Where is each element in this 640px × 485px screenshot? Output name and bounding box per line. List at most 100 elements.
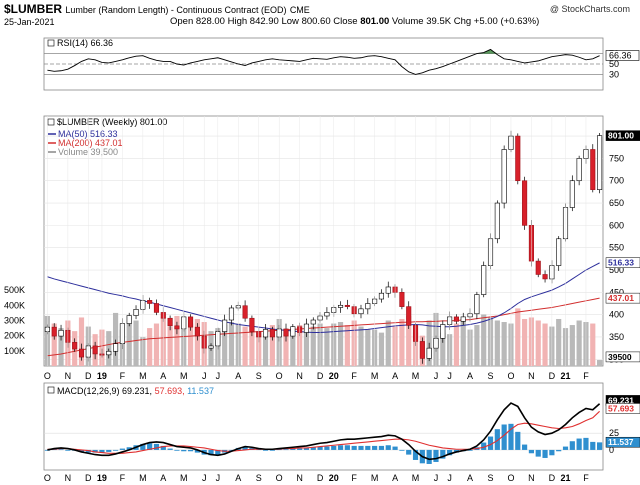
price-candle [556,238,562,266]
price-candle [126,315,132,324]
price-candle [576,158,582,182]
macd-histogram-bar [440,449,446,459]
macd-histogram-bar [372,445,378,450]
volume-bar [228,322,235,366]
change-label: Chg [453,16,472,27]
price-candle [222,319,228,332]
volume-bar [262,329,269,366]
price-candle [188,316,194,328]
macd-histogram-bar [487,436,494,450]
macd-histogram-bar [78,449,85,452]
time-tick-label: F [583,371,589,381]
price-legend-swatch [47,118,55,126]
time-tick-label: N [528,371,535,381]
macd-time-tick-label: 21 [560,473,570,483]
close-value: 801.00 [360,16,390,27]
price-candle [597,135,603,190]
volume-bar [440,332,446,366]
volume-bar [344,325,350,366]
macd-time-tick-label: J [447,473,452,483]
macd-histogram-bar [303,447,310,450]
volume-bar [556,318,562,366]
macd-histogram-bar [297,448,303,450]
macd-histogram-bar [228,449,235,451]
time-tick-label: S [256,371,262,381]
macd-histogram-bar [494,429,500,450]
macd-value-label: 69.231 [608,395,634,405]
macd-line [47,402,601,461]
macd-histogram-bar [433,449,439,462]
macd-histogram-bar [597,442,603,450]
volume-bar [303,332,310,366]
volume-bar [406,315,412,366]
macd-histogram-bar [215,449,221,455]
volume-bar [153,323,160,366]
time-tick-label: J [202,371,207,381]
time-tick-label: J [434,371,439,381]
volume-bar [283,329,289,366]
macd-time-tick-label: 19 [97,473,107,483]
macd-time-tick-label: F [120,473,126,483]
macd-histogram-value-tag [605,436,640,448]
time-tick-label: F [120,371,126,381]
macd-histogram-bar [426,449,432,464]
price-candle [419,341,425,359]
macd-histogram-bar [324,446,330,450]
exchange-label: CME [289,5,310,15]
macd-histogram-bar [140,443,146,450]
price-candle [72,342,78,350]
volume-bar [337,322,344,366]
volume-tick-label: 200K [4,331,25,341]
time-tick-label: D [85,371,92,381]
volume-bar [167,326,173,366]
price-candle [113,343,119,352]
macd-histogram-bar [522,444,528,450]
price-candle [337,304,344,308]
high-label: High [227,16,248,27]
volume-tick-label: 300K [4,316,25,326]
price-last-tag [605,130,640,141]
price-candle [501,149,507,204]
price-legend-label: MA(50) 516.33 [58,129,118,139]
volume-bar [576,320,582,366]
volume-bar [569,325,575,366]
symbol-name: $LUMBER [4,2,63,16]
time-tick-label: J [216,371,221,381]
volume-bar [112,312,119,366]
volume-bar [399,318,405,366]
time-tick-label: A [392,371,398,381]
macd-time-tick-label: F [351,473,357,483]
macd-histogram-bar [378,445,385,450]
price-candle [133,309,139,316]
watermark: @ StockCharts.com [549,4,630,14]
volume-bar [590,323,596,366]
price-candle [167,317,173,327]
macd-histogram-bar [331,445,337,450]
macd-histogram-bar [242,446,248,450]
macd-histogram-bar [583,437,589,450]
price-candle [242,305,248,319]
macd-signal-line [47,410,600,454]
volume-bar [133,320,139,366]
macd-histogram-bar [481,442,487,450]
macd-time-tick-label: N [65,473,72,483]
price-tick-label: 750 [609,153,624,163]
price-legend-label: Volume 39,500 [58,147,118,157]
macd-histogram-bar [569,441,575,450]
time-tick-label: N [296,371,303,381]
ma200-line [47,297,600,357]
macd-histogram-bar [447,449,453,456]
volume-bar [522,318,528,366]
macd-histogram-bar [167,448,173,450]
macd-histogram-bar [365,445,371,450]
macd-legend-part: 57.693, [155,386,188,396]
price-tick-label: 400 [609,310,624,320]
macd-signal-value-label: 57.693 [608,403,634,413]
price-last-label: 801.00 [608,131,634,141]
volume-bar [453,323,460,366]
rsi-line [47,48,600,75]
price-candle [399,292,405,307]
high-value: 842.90 [249,16,279,27]
price-candle [344,304,350,307]
macd-histogram-value-label: 11.537 [608,437,634,447]
